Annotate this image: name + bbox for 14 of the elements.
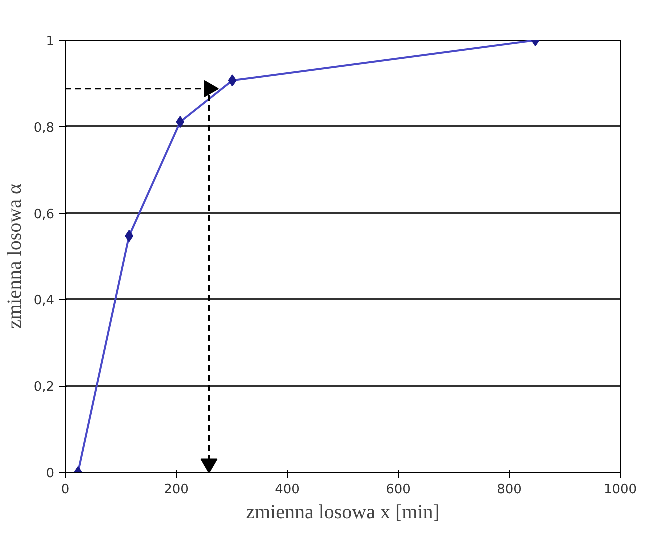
- y-tick-label: 0,2: [34, 380, 55, 396]
- y-tick-label: 0,4: [34, 294, 55, 309]
- x-tick-label: 0: [61, 482, 70, 498]
- y-axis-title: zmienna losowa α: [4, 184, 26, 329]
- x-tick-label: 600: [386, 482, 411, 498]
- y-tick-label: 0,6: [34, 207, 55, 222]
- x-tick-label: 400: [275, 482, 300, 498]
- y-tick-label: 0: [46, 466, 55, 482]
- y-tick-label: 0,8: [34, 120, 55, 136]
- x-tick-label: 1000: [604, 482, 638, 498]
- x-tick-label: 800: [497, 482, 522, 498]
- y-tick-label: 1: [46, 34, 55, 50]
- x-axis-title: zmienna losowa x [min]: [246, 502, 440, 524]
- x-tick-label: 200: [164, 482, 189, 498]
